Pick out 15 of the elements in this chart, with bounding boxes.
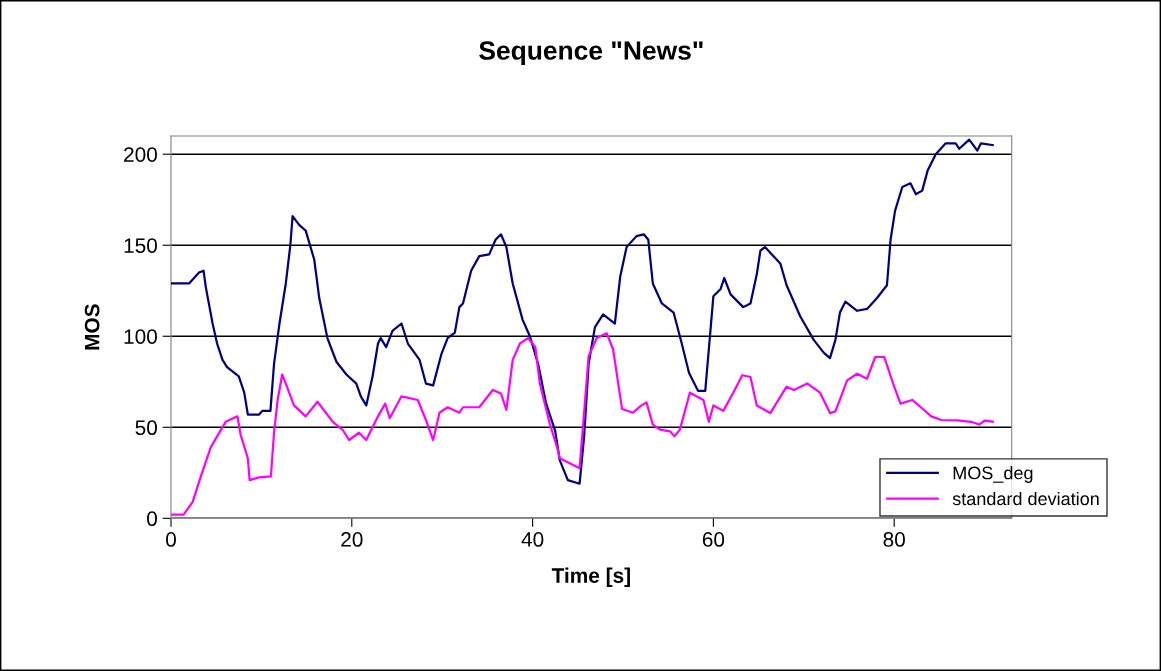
y-tick-label: 50: [135, 420, 157, 436]
x-tick-label: 60: [702, 532, 725, 547]
x-tick-label: 0: [166, 532, 176, 547]
legend-label: standard deviation: [952, 491, 1099, 506]
x-tick-label: 20: [341, 532, 363, 547]
legend-label: MOS_deg: [953, 466, 1033, 483]
y-tick-label: 150: [124, 238, 157, 253]
y-tick-label: 200: [124, 147, 157, 162]
y-tick-label: 0: [147, 511, 157, 527]
x-tick-label: 80: [883, 532, 905, 547]
x-axis-title: Time [s]: [551, 567, 630, 587]
y-axis-title: MOS: [84, 304, 100, 350]
chart-title: Sequence "News": [479, 41, 703, 66]
y-tick-label: 100: [124, 329, 157, 345]
x-tick-label: 40: [521, 532, 544, 547]
